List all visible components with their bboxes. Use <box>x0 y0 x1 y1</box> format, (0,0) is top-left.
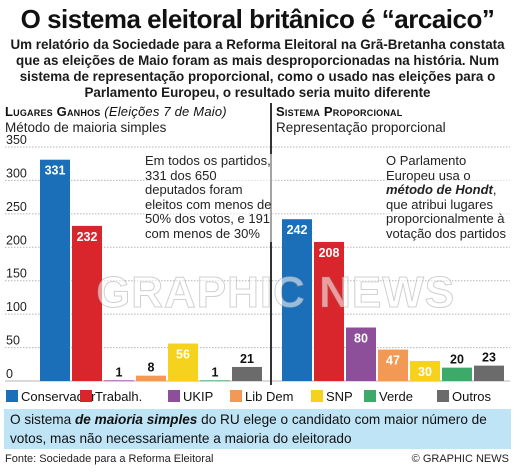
right-note-after: , que atribui lugares proporcionalmente … <box>386 182 506 241</box>
bar-value-label: 30 <box>418 365 432 379</box>
legend-swatch <box>230 390 242 402</box>
bar <box>314 241 344 381</box>
y-tick-label: 350 <box>6 133 27 147</box>
right-note-emph: método de Hondt <box>386 182 493 198</box>
callout-after: do RU elege o candidato com maior número… <box>10 412 487 446</box>
y-tick-label: 100 <box>6 300 27 314</box>
bar <box>136 375 166 381</box>
bar <box>346 327 376 381</box>
legend-item: Verde <box>364 388 413 406</box>
legend-swatch <box>6 390 18 402</box>
page-subtitle: Um relatório da Sociedade para a Reforma… <box>10 37 505 100</box>
bar <box>282 219 312 381</box>
left-panel-subheading: Método de maioria simples <box>5 120 167 135</box>
right-panel-note: O Parlamento Europeu usa o método de Hon… <box>386 153 510 242</box>
bar-value-label: 47 <box>386 354 400 368</box>
footer-credit: © GRAPHIC NEWS <box>411 453 509 465</box>
legend-swatch <box>364 390 376 402</box>
legend-swatch <box>311 390 323 402</box>
legend-label: UKIP <box>183 389 214 404</box>
legend: Conservador Trabalh. UKIP Lib Dem SNP Verde Ou… <box>0 388 515 406</box>
bar <box>104 380 134 382</box>
bar-value-label: 56 <box>176 348 190 362</box>
bar-value-label: 20 <box>450 353 464 367</box>
bar-value-label: 232 <box>77 230 98 244</box>
bar <box>410 360 440 381</box>
y-tick-label: 300 <box>6 166 27 180</box>
bar-value-label: 242 <box>287 223 308 237</box>
legend-item: UKIP <box>168 388 213 406</box>
legend-label: Conservador <box>21 389 96 404</box>
y-tick-label: 200 <box>6 233 27 247</box>
callout-before: O sistema <box>10 412 75 427</box>
y-tick-label: 250 <box>6 200 27 214</box>
legend-label: Verde <box>379 389 413 404</box>
legend-item: Lib Dem <box>230 388 293 406</box>
left-panel-heading: Lugares Ganhos (Eleições 7 de Maio) <box>5 104 227 119</box>
bar-value-label: 23 <box>482 351 496 365</box>
left-heading-text: Lugares Ganhos <box>5 104 101 119</box>
bar <box>442 367 472 381</box>
bar-value-label: 331 <box>45 164 66 178</box>
bar <box>40 159 70 381</box>
legend-item: SNP <box>311 388 353 406</box>
bar <box>378 349 408 381</box>
y-tick-label: 0 <box>6 367 13 381</box>
bar <box>232 366 262 381</box>
legend-item: Trabalh. <box>80 388 142 406</box>
legend-swatch <box>437 390 449 402</box>
bar-value-label: 8 <box>148 361 155 375</box>
bar-value-label: 80 <box>354 332 368 346</box>
bar <box>72 225 102 381</box>
bar-value-label: 1 <box>116 365 123 379</box>
legend-label: Outros <box>452 389 492 404</box>
left-heading-note: (Eleições 7 de Maio) <box>104 104 227 119</box>
bar-value-label: 1 <box>212 365 219 379</box>
bar-value-label: 21 <box>240 352 254 366</box>
legend-label: SNP <box>326 389 353 404</box>
y-tick-label: 50 <box>6 334 20 348</box>
bar <box>200 380 230 382</box>
legend-item: Conservador <box>6 388 95 406</box>
legend-label: Trabalh. <box>95 389 143 404</box>
panel-divider <box>270 103 272 385</box>
bar-value-label: 208 <box>319 246 340 260</box>
right-panel-subheading: Representação proporcional <box>276 120 446 135</box>
bar <box>168 343 198 381</box>
legend-swatch <box>168 390 180 402</box>
callout-emph: de maioria simples <box>74 412 198 427</box>
right-heading-text: Sistema Proporcional <box>276 104 403 119</box>
callout-box: O sistema de maioria simples do RU elege… <box>4 409 511 449</box>
y-tick-label: 150 <box>6 267 27 281</box>
right-note-before: O Parlamento Europeu usa o <box>386 153 471 183</box>
legend-label: Lib Dem <box>245 389 294 404</box>
bar <box>474 365 504 381</box>
footer-source: Fonte: Sociedade para a Reforma Eleitora… <box>5 453 214 465</box>
left-panel-note: Em todos os partidos, 331 dos 650 deputa… <box>145 153 275 242</box>
legend-swatch <box>80 390 92 402</box>
legend-item: Outros <box>437 388 491 406</box>
page-title: O sistema eleitoral britânico é “arcaico… <box>20 4 495 34</box>
right-panel-heading: Sistema Proporcional <box>276 104 402 119</box>
